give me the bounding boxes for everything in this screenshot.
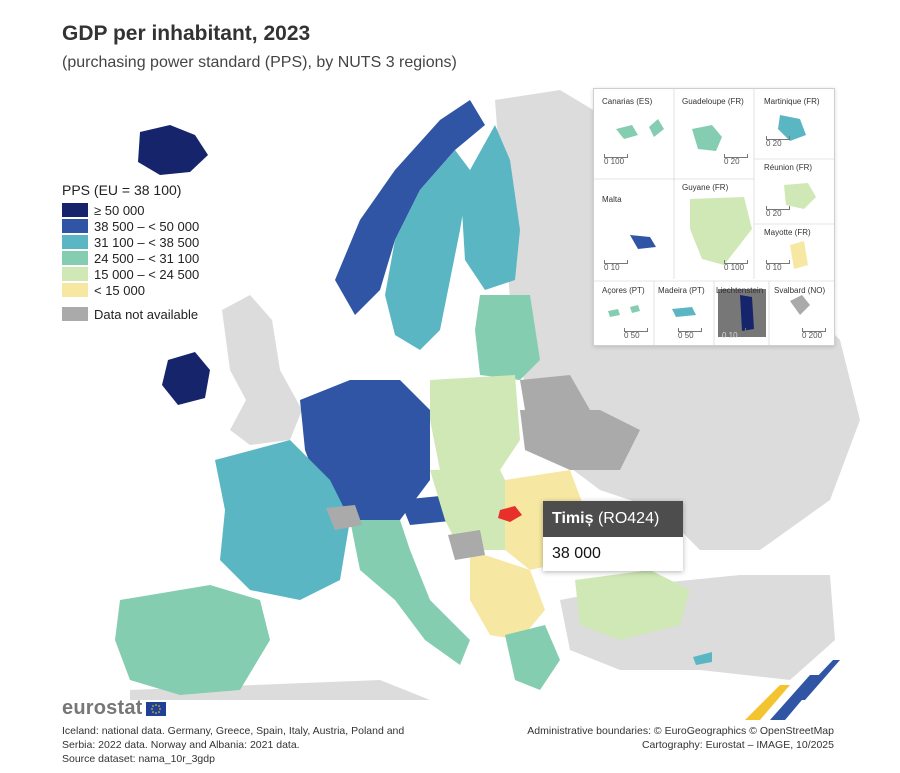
poland-region[interactable] — [430, 375, 520, 470]
footnote-line: Iceland: national data. Germany, Greece,… — [62, 725, 405, 737]
legend-item-na[interactable]: Data not available — [62, 306, 199, 322]
credit-line: Administrative boundaries: © EuroGeograp… — [527, 725, 834, 737]
iberia-region[interactable] — [115, 585, 270, 695]
tooltip-region-code: (RO424) — [597, 510, 660, 527]
scale-bar: 0 50 — [624, 328, 648, 340]
inset-grid — [594, 89, 834, 345]
legend-label: Data not available — [94, 306, 199, 322]
finland-region[interactable] — [462, 125, 520, 290]
legend-swatch — [62, 251, 88, 265]
legend-label: 15 000 – < 24 500 — [94, 266, 200, 282]
inset-label: Martinique (FR) — [764, 97, 820, 106]
reunion-shape[interactable] — [784, 183, 816, 209]
legend-item[interactable]: < 15 000 — [62, 282, 199, 298]
inset-label: Canarias (ES) — [602, 97, 653, 106]
legend-item[interactable]: 24 500 – < 31 100 — [62, 250, 199, 266]
timis-region[interactable] — [498, 506, 522, 522]
scale-bar: 0 100 — [604, 154, 629, 166]
inset-label: Madeira (PT) — [658, 286, 705, 295]
italy-region[interactable] — [350, 520, 470, 665]
legend-swatch — [62, 307, 88, 321]
legend-title: PPS (EU = 38 100) — [62, 182, 182, 198]
legend-label: ≥ 50 000 — [94, 202, 145, 218]
svalbard-shape — [790, 295, 810, 315]
legend-swatch — [62, 219, 88, 233]
mayotte-shape[interactable] — [790, 241, 808, 269]
ireland-region[interactable] — [162, 352, 210, 405]
scale-bar: 0 20 — [724, 154, 748, 166]
tooltip-header: Timiș (RO424) — [543, 501, 683, 537]
martinique-shape[interactable] — [778, 115, 806, 141]
ukraine-unavailable — [520, 410, 640, 470]
uk-land — [222, 295, 302, 445]
legend: PPS (EU = 38 100) ≥ 50 000 38 500 – < 50… — [62, 182, 199, 322]
legend-label: 31 100 – < 38 500 — [94, 234, 200, 250]
acores-shape[interactable] — [608, 305, 640, 317]
switzerland-region — [326, 505, 362, 530]
cyprus-region[interactable] — [693, 652, 712, 665]
legend-swatch — [62, 283, 88, 297]
tooltip-region-name: Timiș — [552, 510, 594, 527]
legend-swatch — [62, 235, 88, 249]
inset-label: Réunion (FR) — [764, 163, 813, 172]
malta-shape[interactable] — [630, 235, 656, 249]
footnote-line: Serbia: 2022 data. Norway and Albania: 2… — [62, 739, 300, 751]
inset-label: Açores (PT) — [602, 286, 645, 295]
france-region[interactable] — [215, 440, 350, 600]
source-dataset: Source dataset: nama_10r_3gdp — [62, 753, 215, 765]
legend-classes: ≥ 50 000 38 500 – < 50 000 31 100 – < 38… — [62, 202, 199, 298]
eurostat-brand: eurostat — [62, 697, 143, 719]
europe-map[interactable] — [0, 80, 900, 700]
north-africa-land — [130, 680, 430, 700]
legend-item[interactable]: 38 500 – < 50 000 — [62, 218, 199, 234]
norway-region[interactable] — [335, 100, 485, 315]
legend-swatch — [62, 203, 88, 217]
guyane-shape[interactable] — [690, 197, 752, 265]
credits: Administrative boundaries: © EuroGeograp… — [527, 724, 834, 752]
scale-bar: 0 50 — [678, 328, 702, 340]
scale-bar: 0 10 — [604, 260, 628, 272]
scale-bar: 0 20 — [766, 136, 790, 148]
balkans-region[interactable] — [470, 550, 545, 640]
guadeloupe-shape[interactable] — [692, 125, 722, 151]
legend-label: < 15 000 — [94, 282, 145, 298]
credit-line: Cartography: Eurostat – IMAGE, 10/2025 — [641, 739, 834, 751]
belarus-unavailable — [520, 375, 590, 410]
eu-flag-icon — [146, 702, 166, 716]
scale-bar: 0 10 — [766, 260, 790, 272]
legend-label: 38 500 – < 50 000 — [94, 218, 200, 234]
sweden-region[interactable] — [385, 150, 470, 350]
baltic-region[interactable] — [475, 295, 540, 380]
scale-bar: 0 100 — [724, 260, 749, 272]
scale-bar: 0 10 — [722, 328, 746, 340]
legend-item[interactable]: 15 000 – < 24 500 — [62, 266, 199, 282]
madeira-shape[interactable] — [672, 307, 696, 317]
canarias-shape[interactable] — [616, 119, 664, 139]
legend-item[interactable]: 31 100 – < 38 500 — [62, 234, 199, 250]
inset-maps-panel: Canarias (ES) Guadeloupe (FR) Martinique… — [593, 88, 835, 346]
inset-label: Mayotte (FR) — [764, 228, 811, 237]
region-tooltip: Timiș (RO424) 38 000 — [543, 501, 683, 571]
czech-hungary-region[interactable] — [430, 470, 520, 550]
map-subtitle: (purchasing power standard (PPS), by NUT… — [62, 54, 457, 71]
scale-bar: 0 200 — [802, 328, 827, 340]
eurostat-swoosh-icon — [745, 660, 840, 720]
legend-label: 24 500 – < 31 100 — [94, 250, 200, 266]
greece-region[interactable] — [505, 625, 560, 690]
map-title: GDP per inhabitant, 2023 — [62, 22, 311, 45]
iceland-region[interactable] — [138, 125, 208, 175]
footnotes: Iceland: national data. Germany, Greece,… — [62, 724, 404, 766]
inset-label: Malta — [602, 195, 622, 204]
bosnia-unavailable — [448, 530, 485, 560]
scale-bar: 0 20 — [766, 206, 790, 218]
inset-label: Guyane (FR) — [682, 183, 729, 192]
legend-item[interactable]: ≥ 50 000 — [62, 202, 199, 218]
turkey-west-region[interactable] — [575, 570, 690, 640]
inset-label: Liechtenstein — [716, 286, 764, 295]
legend-swatch — [62, 267, 88, 281]
inset-label: Svalbard (NO) — [774, 286, 826, 295]
liechtenstein-shape[interactable] — [740, 295, 754, 331]
inset-label: Guadeloupe (FR) — [682, 97, 744, 106]
tooltip-value: 38 000 — [552, 545, 601, 562]
